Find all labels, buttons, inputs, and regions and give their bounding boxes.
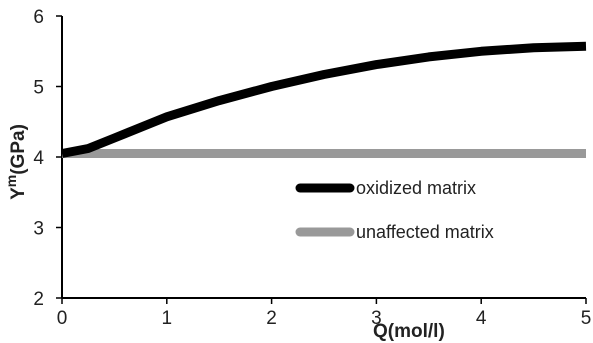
x-tick-label: 5 (581, 308, 592, 329)
y-tick-label: 2 (33, 289, 44, 310)
x-tick-label: 3 (371, 308, 382, 329)
y-axis-title-base: Y (8, 187, 29, 200)
y-tick-label: 4 (33, 148, 44, 169)
x-axis-title: Q(mol/l) (373, 321, 445, 342)
series-line-oxidized-matrix (61, 41, 587, 158)
y-tick-label: 5 (33, 78, 44, 99)
y-tick-label: 3 (33, 219, 44, 240)
x-tick-label: 2 (266, 308, 277, 329)
y-axis-title: Ym(GPa) (3, 124, 29, 200)
y-tick-label: 6 (33, 7, 44, 28)
legend: oxidized matrix unaffected matrix (295, 178, 494, 242)
y-axis-title-unit: (GPa) (8, 124, 29, 175)
x-tick-label: 4 (476, 308, 487, 329)
x-tick-label: 0 (57, 308, 68, 329)
x-tick-label: 1 (162, 308, 173, 329)
legend-label-unaffected-matrix: unaffected matrix (356, 222, 494, 242)
y-axis-title-superscript: m (3, 175, 19, 187)
legend-label-oxidized-matrix: oxidized matrix (356, 178, 476, 198)
